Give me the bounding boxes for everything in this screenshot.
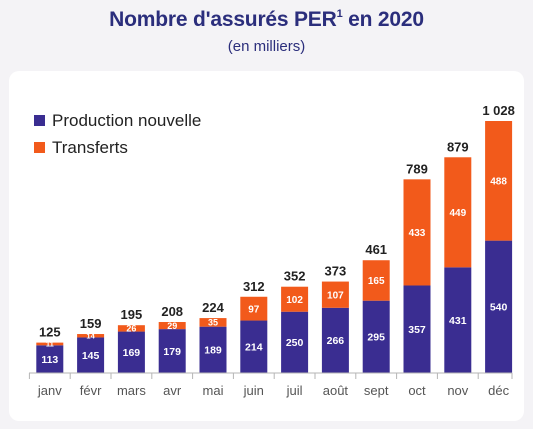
bar-production-8 <box>362 300 390 373</box>
legend-label-transferts: Transferts <box>52 138 128 157</box>
label-production-8: 295 <box>367 332 385 344</box>
tick-label-7: août <box>323 383 349 398</box>
bar-production-11 <box>485 240 513 373</box>
label-production-7: 266 <box>327 335 345 347</box>
chart-title: Nombre d'assurés PER1 en 2020 <box>0 8 533 32</box>
label-production-1: 145 <box>82 350 100 362</box>
tick-label-4: mai <box>203 383 224 398</box>
bar-production-1 <box>77 337 105 373</box>
bar-transferts-9 <box>403 179 431 286</box>
bar-production-7 <box>321 307 349 373</box>
label-production-4: 189 <box>204 345 222 357</box>
label-total-10: 879 <box>447 139 469 154</box>
legend-swatch-production <box>34 115 45 126</box>
bar-transferts-4 <box>199 318 227 327</box>
bar-transferts-8 <box>362 260 390 301</box>
tick-label-1: févr <box>80 383 102 398</box>
label-production-2: 169 <box>123 347 141 359</box>
title-main: Nombre d'assurés PER <box>109 8 337 31</box>
bar-production-2 <box>117 331 145 373</box>
label-production-6: 250 <box>286 337 304 349</box>
label-transferts-8: 165 <box>368 276 385 287</box>
tick-label-11: déc <box>488 383 509 398</box>
bar-production-10 <box>444 267 472 373</box>
label-total-2: 195 <box>121 307 143 322</box>
label-total-11: 1 028 <box>482 103 515 118</box>
bar-transferts-1 <box>77 334 105 338</box>
bar-production-6 <box>281 311 309 373</box>
bar-transferts-11 <box>485 121 513 241</box>
bar-transferts-10 <box>444 157 472 268</box>
legend-label-production: Production nouvelle <box>52 111 201 130</box>
label-total-4: 224 <box>202 300 224 315</box>
title-footnote: 1 <box>336 8 343 20</box>
label-total-5: 312 <box>243 279 265 294</box>
bar-production-4 <box>199 326 227 373</box>
legend-swatch-transferts <box>34 142 45 153</box>
label-production-0: 113 <box>41 354 58 366</box>
label-production-5: 214 <box>245 342 263 354</box>
label-transferts-9: 433 <box>409 228 426 239</box>
bar-production-9 <box>403 285 431 373</box>
bar-production-0 <box>36 345 64 373</box>
label-transferts-2: 26 <box>126 324 136 334</box>
tick-label-6: juil <box>286 383 303 398</box>
bar-transferts-0 <box>36 342 64 346</box>
label-total-6: 352 <box>284 269 306 284</box>
label-transferts-1: 14 <box>86 331 95 340</box>
bar-transferts-5 <box>240 296 268 321</box>
bar-transferts-6 <box>281 286 309 312</box>
label-transferts-5: 97 <box>248 304 260 315</box>
tick-label-0: janv <box>37 383 62 398</box>
label-total-1: 159 <box>80 316 102 331</box>
label-transferts-11: 488 <box>490 176 507 187</box>
label-transferts-0: 11 <box>46 340 54 349</box>
label-transferts-6: 102 <box>286 295 303 306</box>
label-production-10: 431 <box>449 315 467 327</box>
tick-label-9: oct <box>408 383 426 398</box>
tick-label-2: mars <box>117 383 146 398</box>
tick-label-8: sept <box>364 383 389 398</box>
label-transferts-3: 29 <box>167 321 177 331</box>
label-transferts-4: 35 <box>208 318 218 328</box>
label-total-8: 461 <box>365 242 387 257</box>
label-total-7: 373 <box>325 264 347 279</box>
tick-label-10: nov <box>447 383 468 398</box>
label-transferts-7: 107 <box>327 290 344 301</box>
chart-subtitle: (en milliers) <box>227 38 306 55</box>
bar-transferts-2 <box>117 325 145 332</box>
label-production-3: 179 <box>163 346 181 358</box>
label-total-9: 789 <box>406 161 428 176</box>
tick-label-3: avr <box>163 383 182 398</box>
label-total-3: 208 <box>161 304 183 319</box>
label-transferts-10: 449 <box>449 208 466 219</box>
label-total-0: 125 <box>39 325 61 340</box>
bar-production-3 <box>158 329 186 373</box>
label-production-11: 540 <box>490 302 508 314</box>
bar-production-5 <box>240 320 268 373</box>
bar-transferts-3 <box>158 322 186 330</box>
title-suffix: en 2020 <box>342 8 424 31</box>
tick-label-5: juin <box>243 383 264 398</box>
bar-transferts-7 <box>321 281 349 308</box>
label-production-9: 357 <box>408 324 426 336</box>
